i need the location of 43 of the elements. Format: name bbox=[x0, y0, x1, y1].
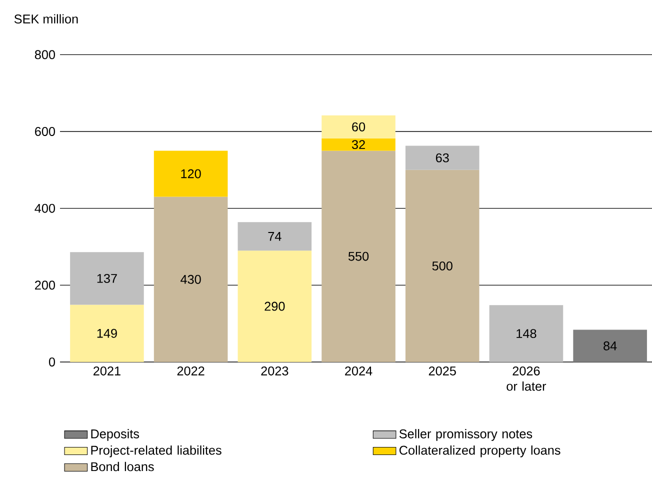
y-tick-label: 200 bbox=[35, 280, 56, 290]
bar bbox=[322, 115, 396, 138]
legend-label: Seller promissory notes bbox=[399, 429, 532, 441]
bar bbox=[154, 150, 228, 197]
data-label: 500 bbox=[432, 261, 452, 270]
data-label: 430 bbox=[180, 274, 201, 284]
data-label: 149 bbox=[97, 328, 117, 338]
bar bbox=[322, 138, 396, 151]
x-tick-label: 2022 bbox=[177, 366, 204, 376]
bar bbox=[70, 252, 144, 305]
legend-label: Deposits bbox=[91, 429, 140, 441]
data-label: 74 bbox=[268, 232, 282, 241]
legend-label: Bond loans bbox=[91, 462, 154, 472]
bar bbox=[405, 146, 480, 170]
bar bbox=[238, 250, 312, 362]
y-tick-label: 600 bbox=[35, 127, 56, 136]
y-tick-label: 0 bbox=[48, 358, 56, 366]
bar bbox=[405, 170, 480, 362]
x-tick-label: 2021 bbox=[94, 366, 120, 376]
x-tick-label: 2026 or later bbox=[506, 366, 546, 391]
y-tick-label: 400 bbox=[34, 204, 56, 213]
data-label: 290 bbox=[264, 302, 285, 311]
bar bbox=[489, 305, 564, 362]
bar bbox=[70, 304, 144, 362]
y-axis-title: SEK million bbox=[14, 14, 78, 24]
legend-label: Project-related liabilites bbox=[91, 445, 222, 458]
data-label: 148 bbox=[516, 329, 536, 338]
bar bbox=[322, 150, 396, 362]
legend-label: Collateralized property loans bbox=[400, 445, 560, 458]
data-label: 550 bbox=[348, 252, 369, 261]
bar bbox=[573, 330, 647, 362]
data-label: 63 bbox=[436, 153, 449, 162]
x-tick-label: 2024 bbox=[345, 366, 372, 376]
data-label: 120 bbox=[181, 169, 201, 178]
y-tick-label: 800 bbox=[34, 50, 56, 60]
bar bbox=[238, 222, 312, 251]
data-label: 137 bbox=[97, 274, 117, 283]
x-tick-label: 2025 bbox=[428, 366, 456, 376]
bar bbox=[154, 196, 228, 362]
x-tick-label: 2023 bbox=[261, 366, 288, 376]
data-label: 32 bbox=[352, 140, 365, 150]
data-label: 84 bbox=[604, 341, 617, 350]
data-label: 60 bbox=[352, 122, 366, 132]
